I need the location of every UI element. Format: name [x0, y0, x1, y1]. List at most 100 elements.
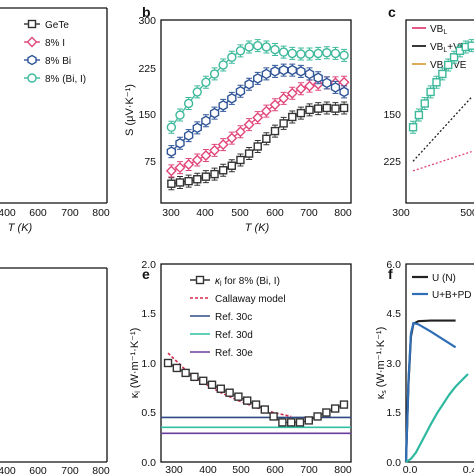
data-point-8-bi-i: [261, 42, 272, 52]
tick-label: 300: [165, 464, 183, 474]
data-point-kl: [304, 416, 313, 425]
legend-item-8-i: 8% I: [24, 36, 65, 49]
data-point-kl: [163, 358, 173, 368]
data-point-8-bi-i: [209, 69, 220, 79]
data-point-kl: [313, 412, 322, 421]
panel-c: 150 225 300 500 VBL VBL+VE VBL+VE: [383, 19, 474, 219]
tick-label: 400: [196, 207, 214, 219]
tick-label: 225: [383, 156, 401, 168]
series-line-third: [405, 373, 469, 463]
tick-label: 0.5: [141, 407, 156, 419]
data-point-kl: [225, 388, 234, 397]
tick-label: 0.0: [141, 457, 156, 469]
data-point-8-bi-i: [432, 78, 441, 87]
data-point-8-bi-i: [444, 60, 453, 70]
data-point-8-bi-i: [166, 122, 177, 132]
data-point-gete: [322, 103, 332, 113]
tick-label: 2.0: [141, 259, 156, 271]
data-point-gete: [184, 176, 193, 186]
data-point-8-i: [269, 99, 281, 111]
data-point-gete: [175, 178, 185, 187]
tick-label: 800: [334, 464, 352, 474]
data-point-8-bi: [322, 77, 332, 89]
data-point-8-i: [209, 144, 221, 156]
tick-label: 300: [392, 207, 410, 219]
data-point-gete: [305, 105, 314, 115]
legend-label: Callaway model: [215, 294, 286, 305]
data-point-8-i: [304, 80, 316, 92]
tick-label: 3.0: [386, 358, 401, 370]
data-point-kl: [278, 418, 287, 427]
data-point-kl: [322, 408, 331, 417]
data-point-8-bi-i: [192, 87, 202, 97]
data-point-8-bi: [244, 78, 254, 90]
data-point-8-bi-i: [253, 40, 263, 51]
tick-label: 0.4: [463, 464, 474, 474]
data-point-8-bi-i: [235, 46, 246, 56]
data-point-8-bi-i: [287, 48, 297, 59]
data-point-gete: [201, 172, 211, 181]
data-point-8-bi: [235, 85, 246, 97]
data-point-8-bi-i: [296, 49, 306, 59]
data-point-gete: [279, 119, 288, 128]
tick-label: 1.5: [386, 407, 401, 419]
data-point-8-bi: [270, 66, 280, 77]
data-point-8-i: [243, 119, 255, 131]
data-point-8-bi-i: [304, 49, 315, 59]
data-point-8-bi-i: [330, 48, 341, 59]
data-point-8-bi-i: [467, 41, 474, 50]
data-point-8-bi: [296, 66, 306, 77]
tick-label: 0.0: [386, 457, 401, 469]
legend-item-ubpd: U+B+PD: [412, 290, 471, 301]
data-point-gete: [210, 169, 219, 179]
data-point-8-bi: [218, 100, 228, 111]
data-point-kl: [216, 384, 226, 393]
data-point-8-bi-i: [201, 77, 211, 87]
data-point-8-i: [252, 112, 264, 124]
legend-label: κl for 8% (Bi, I): [215, 276, 280, 288]
data-point-8-bi: [278, 64, 289, 76]
data-point-8-bi: [227, 93, 237, 104]
tick-label: 800: [92, 465, 110, 474]
panel-d: 400 600 700 800: [0, 267, 110, 474]
legend-a: GeTe 8% I 8% Bi 8% (Bi, I): [24, 19, 86, 85]
tick-label: 600: [266, 207, 284, 219]
panel-label-e: e: [142, 266, 150, 282]
panel-label-b: b: [142, 4, 151, 20]
data-point-8-bi: [166, 146, 177, 157]
tick-label: 400: [0, 465, 16, 474]
data-point-8-bi: [339, 86, 349, 98]
plot-frame: [160, 263, 352, 463]
data-point-gete: [270, 126, 280, 136]
tick-label: 300: [138, 15, 156, 27]
data-point-8-bi: [175, 137, 185, 149]
tick-label: 800: [334, 207, 352, 219]
series-line-vbl: [412, 151, 472, 172]
data-point-8-i: [165, 165, 177, 177]
data-point-kl: [243, 396, 252, 405]
data-point-8-bi-i: [183, 98, 194, 109]
plot-frame: [160, 19, 352, 204]
tick-label: 4.5: [386, 308, 401, 320]
data-point-kl: [181, 368, 190, 378]
data-point-gete: [313, 104, 323, 113]
tick-label: 6.0: [386, 259, 401, 271]
panel-label-f: f: [388, 266, 393, 282]
legend-item-gete: GeTe: [24, 19, 69, 31]
tick-label: 1.0: [141, 358, 156, 370]
data-point-gete: [288, 112, 297, 122]
tick-label: 800: [92, 207, 110, 219]
panel-f: 6.0 4.5 3.0 1.5 0.0 0.0 0.4 κs (W·m⁻¹·K⁻…: [375, 259, 474, 474]
legend-item-ref30e: Ref. 30e: [190, 348, 253, 359]
data-point-kl: [295, 418, 305, 427]
tick-label: 400: [199, 464, 217, 474]
tick-label: 600: [29, 465, 47, 474]
data-point-8-bi-i: [227, 52, 237, 62]
data-point-gete: [253, 142, 262, 151]
data-point-8-bi-i: [313, 48, 323, 59]
tick-label: 500: [232, 464, 250, 474]
tick-label: 500: [231, 207, 249, 219]
data-point-8-i: [234, 126, 246, 138]
data-point-8-bi-i: [408, 123, 418, 132]
legend-label: U+B+PD: [432, 290, 471, 301]
